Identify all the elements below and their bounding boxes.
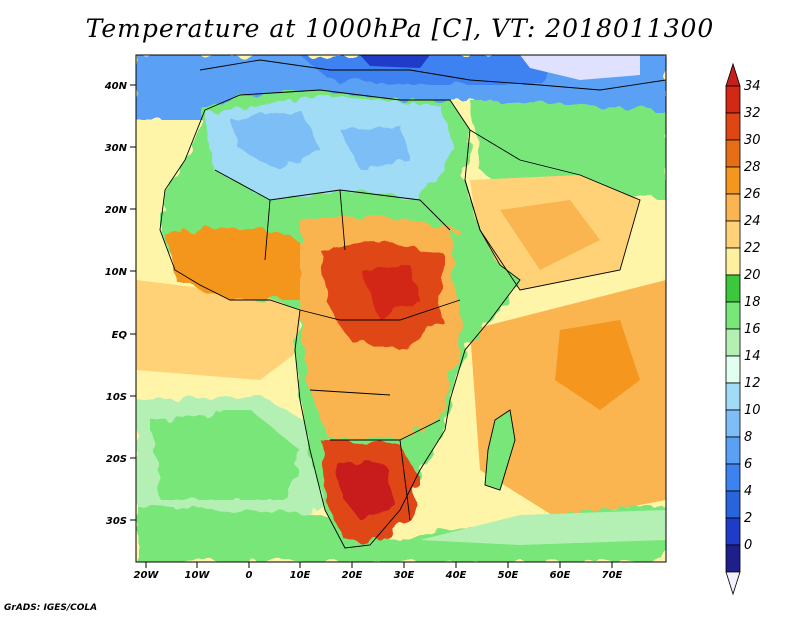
colorbar-segment [725, 220, 741, 249]
lon-label: 10E [290, 570, 311, 581]
colorbar-segment [725, 490, 741, 519]
sahara-cool-core [230, 110, 320, 170]
lat-label: 30N [105, 143, 128, 154]
colorbar-label: 8 [744, 430, 752, 445]
map-title: Temperature at 1000hPa [C], VT: 20180113… [85, 14, 715, 43]
lat-label: 20N [105, 205, 128, 216]
madagascar [485, 410, 515, 490]
lon-label: 60E [550, 570, 571, 581]
colorbar-label: 34 [744, 79, 761, 94]
borders [159, 59, 666, 549]
colorbar-label: 2 [744, 511, 752, 526]
lat-label: EQ [112, 330, 128, 341]
colorbar-segment [725, 85, 741, 114]
lat-label: 20S [106, 454, 127, 465]
lon-label: 70E [602, 570, 623, 581]
colorbar-label: 26 [744, 187, 761, 202]
colorbar-label: 18 [744, 295, 761, 310]
indian-ocean-core [555, 320, 640, 410]
lon-label: 30E [394, 570, 415, 581]
lon-label: 50E [498, 570, 519, 581]
colorbar-segment [725, 328, 741, 357]
colorbar-segment [725, 112, 741, 141]
colorbar-label: 6 [744, 457, 752, 472]
europe-cold-core [300, 55, 560, 85]
colorbar [725, 62, 741, 596]
colorbar-segment [725, 517, 741, 546]
colorbar-segment [725, 436, 741, 465]
lat-labels: 40N 30N 20N 10N EQ 10S 20S 30S [104, 81, 128, 527]
colorbar-segment [725, 463, 741, 492]
colorbar-segment [725, 193, 741, 222]
colorbar-label: 28 [744, 160, 761, 175]
lon-label: 40E [445, 570, 467, 581]
plot-frame [135, 54, 667, 563]
colorbar-label: 24 [744, 214, 761, 229]
colorbar-bottom-arrow [725, 571, 741, 596]
colorbar-label: 10 [744, 403, 761, 418]
gulf-of-guinea-field [136, 280, 300, 380]
colorbar-segment [725, 409, 741, 438]
colorbar-segment [725, 382, 741, 411]
map-field [136, 55, 666, 562]
colorbar-top-arrow [725, 62, 741, 87]
lon-label: 10W [185, 570, 211, 581]
border-lines [214, 169, 481, 521]
colorbar-label: 4 [744, 484, 752, 499]
colorbar-label: 22 [744, 241, 761, 256]
lat-label: 10N [105, 267, 128, 278]
central-africa-core [360, 265, 420, 320]
colorbar-segment [725, 247, 741, 276]
madagascar-outline [484, 409, 516, 491]
colorbar-label: 0 [744, 538, 752, 553]
europe-outline [199, 59, 666, 91]
colorbar-labels: 34 32 30 28 26 24 22 20 18 16 14 12 10 8… [744, 79, 761, 553]
colorbar-label: 16 [744, 322, 761, 337]
southern-ocean-cold [420, 510, 666, 545]
lon-label: 20W [134, 570, 160, 581]
lat-axis [130, 84, 136, 521]
arctic-top [520, 55, 640, 80]
colorbar-segment [725, 166, 741, 195]
kalahari-core [335, 460, 395, 520]
lat-label: 40N [104, 81, 128, 92]
colorbar-label: 14 [744, 349, 761, 364]
colorbar-segment [725, 301, 741, 330]
colorbar-label: 20 [744, 268, 761, 283]
lon-labels: 20W 10W 0 10E 20E 30E 40E 50E 60E 70E [134, 570, 623, 581]
colorbar-segment [725, 274, 741, 303]
arabia-outline [469, 129, 641, 291]
sahara-cool-core-2 [340, 125, 410, 170]
lat-label: 10S [106, 392, 127, 403]
colorbar-segment [725, 544, 741, 573]
credit-text: GrADS: IGES/COLA [4, 603, 98, 613]
colorbar-segment [725, 355, 741, 384]
south-atlantic-core [150, 410, 300, 500]
colorbar-label: 32 [744, 106, 761, 121]
lat-label: 30S [106, 516, 127, 527]
lon-axis [145, 562, 613, 568]
arabia-warm [500, 200, 600, 270]
colorbar-label: 12 [744, 376, 761, 391]
colorbar-segment [725, 139, 741, 168]
west-africa-field [165, 225, 320, 300]
east-africa-field [450, 230, 500, 340]
colorbar-label: 30 [744, 133, 761, 148]
europe-deep-blue [360, 55, 430, 68]
lon-label: 0 [246, 570, 253, 581]
lon-label: 20E [342, 570, 363, 581]
middle-east-field [470, 100, 666, 200]
